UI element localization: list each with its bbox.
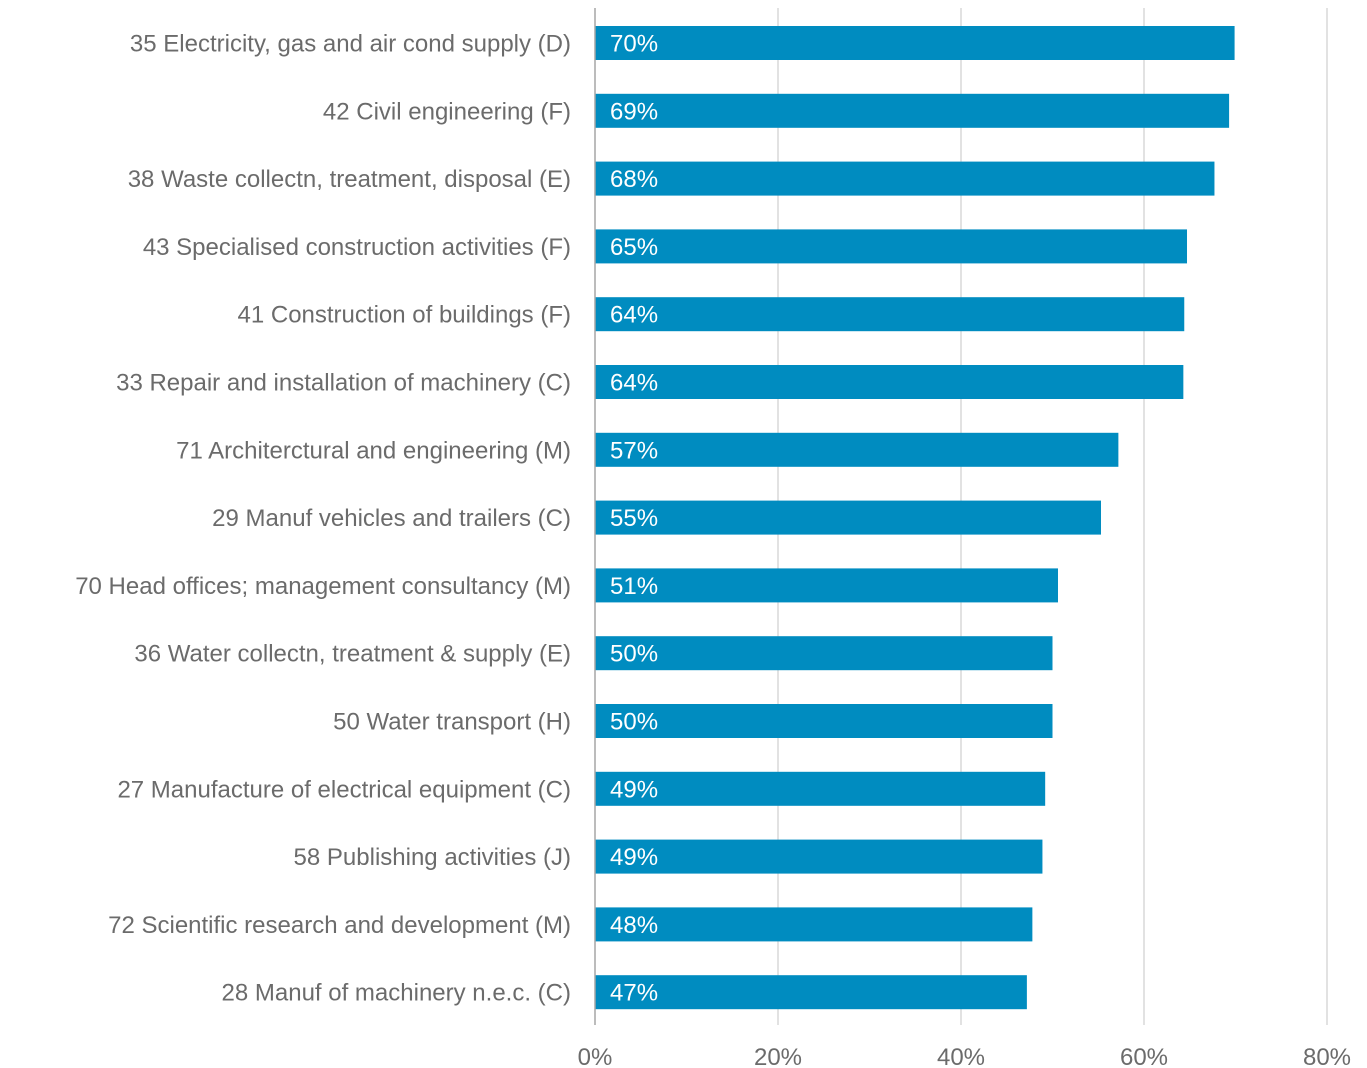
category-label: 28 Manuf of machinery n.e.c. (C) xyxy=(222,980,571,1007)
category-label: 35 Electricity, gas and air cond supply … xyxy=(130,31,571,58)
data-label: 68% xyxy=(610,166,658,193)
data-label: 64% xyxy=(610,370,658,397)
bar xyxy=(595,229,1188,264)
category-label: 38 Waste collectn, treatment, disposal (… xyxy=(128,166,571,193)
category-label: 41 Construction of buildings (F) xyxy=(238,302,572,329)
bar xyxy=(595,365,1184,399)
x-tick-label: 20% xyxy=(754,1044,802,1068)
data-label: 64% xyxy=(610,302,658,329)
data-label: 51% xyxy=(610,573,658,600)
data-labels: 70% 69% 68% 65% 64% 64% 57% 55% 51% 50% 50% 49% 49% 4… xyxy=(610,31,658,1007)
data-label: 49% xyxy=(610,844,658,871)
category-label: 50 Water transport (H) xyxy=(333,709,571,736)
bar xyxy=(595,839,1043,874)
data-label: 50% xyxy=(610,709,658,736)
x-tick-label: 80% xyxy=(1303,1044,1351,1068)
bars xyxy=(595,26,1235,1010)
data-label: 57% xyxy=(610,437,658,464)
x-axis-ticks: 0% 20% 40% 60% 80% xyxy=(578,1044,1351,1068)
x-tick-label: 40% xyxy=(937,1044,985,1068)
category-label: 71 Architerctural and engineering (M) xyxy=(176,437,571,464)
data-label: 48% xyxy=(610,912,658,939)
bar xyxy=(595,432,1119,467)
x-tick-label: 0% xyxy=(578,1044,613,1068)
x-tick-label: 60% xyxy=(1120,1044,1168,1068)
data-label: 55% xyxy=(610,505,658,532)
bar xyxy=(595,93,1230,128)
bar xyxy=(595,636,1053,671)
bar xyxy=(595,161,1215,196)
category-label: 36 Water collectn, treatment & supply (E… xyxy=(134,641,571,668)
data-label: 47% xyxy=(610,980,658,1007)
category-label: 72 Scientific research and development (… xyxy=(108,912,571,939)
bar xyxy=(595,568,1058,603)
category-label: 70 Head offices; management consultancy … xyxy=(75,573,571,600)
bar xyxy=(595,704,1053,738)
data-label: 49% xyxy=(610,776,658,803)
bar xyxy=(595,297,1185,332)
bar xyxy=(595,500,1101,535)
category-label: 42 Civil engineering (F) xyxy=(323,98,571,125)
category-labels: 35 Electricity, gas and air cond supply … xyxy=(75,31,571,1007)
category-label: 29 Manuf vehicles and trailers (C) xyxy=(212,505,571,532)
data-label: 69% xyxy=(610,98,658,125)
category-label: 43 Specialised construction activities (… xyxy=(143,234,571,261)
bar xyxy=(595,907,1033,942)
category-label: 33 Repair and installation of machinery … xyxy=(116,370,571,397)
data-label: 50% xyxy=(610,641,658,668)
bar xyxy=(595,26,1235,60)
data-label: 65% xyxy=(610,234,658,261)
category-label: 58 Publishing activities (J) xyxy=(294,844,571,871)
category-label: 27 Manufacture of electrical equipment (… xyxy=(117,776,571,803)
data-label: 70% xyxy=(610,31,658,58)
bar xyxy=(595,975,1027,1010)
bar xyxy=(595,771,1046,806)
